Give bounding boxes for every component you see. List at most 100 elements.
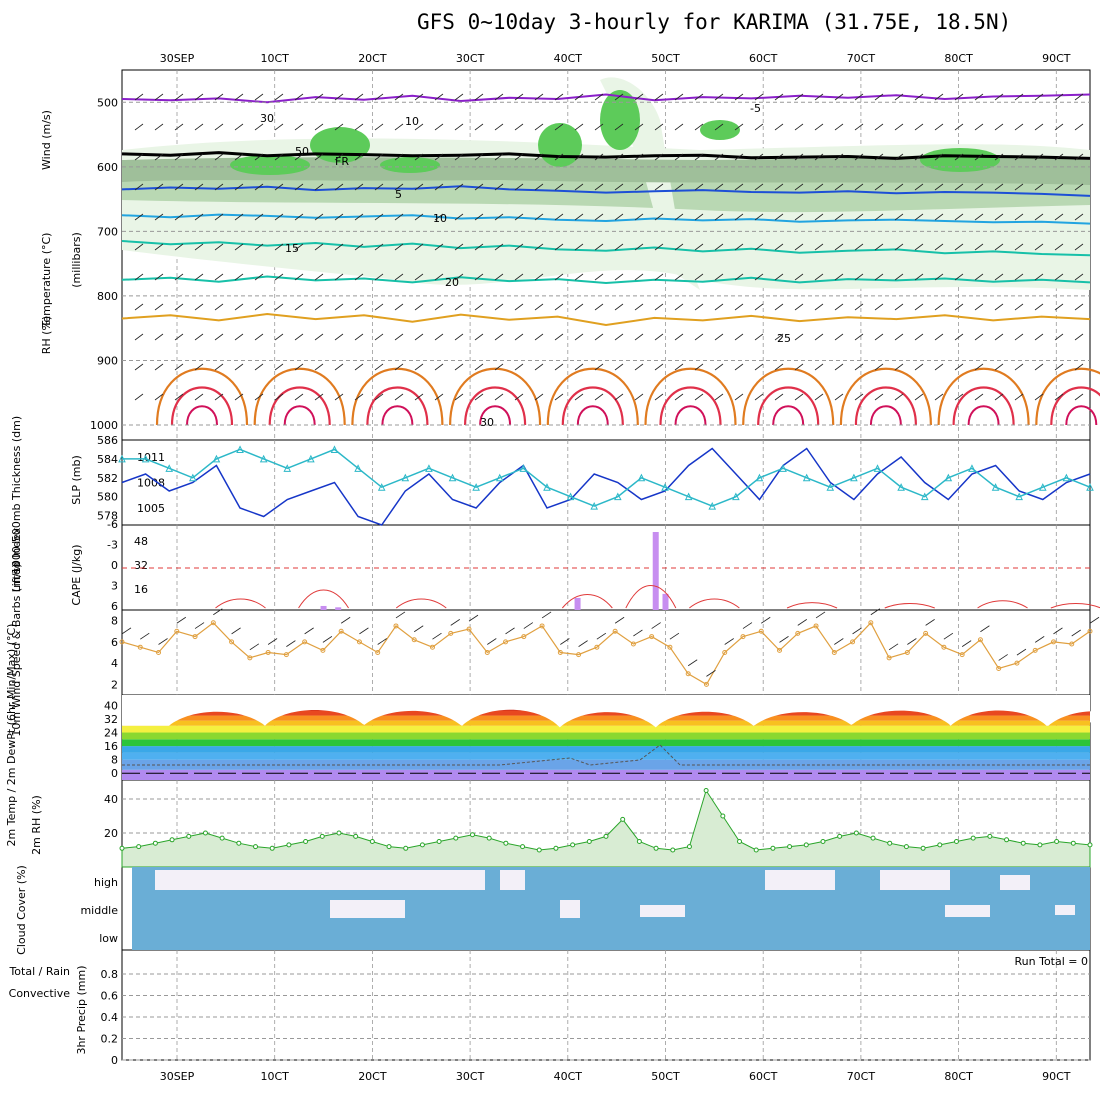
wind-barb — [934, 213, 944, 221]
wind-barb — [874, 333, 884, 341]
wind-barb — [934, 333, 944, 341]
slp-tick: 1005 — [137, 502, 165, 515]
isotherm-dome-orange — [351, 367, 444, 426]
wind-barb — [534, 393, 544, 401]
thickness-tick: 584 — [97, 453, 118, 466]
wind-barb — [294, 183, 304, 191]
wind-barb-10m — [414, 625, 424, 633]
wind-barb — [174, 303, 184, 311]
isotherm-dome-core — [381, 405, 414, 426]
rh-marker — [787, 844, 793, 850]
wind-barb — [994, 273, 1004, 281]
thickness-marker — [613, 492, 622, 501]
wind-barb — [794, 213, 804, 221]
wind-speed-marker — [229, 639, 235, 645]
wind-barb — [814, 303, 824, 311]
wind-barb — [814, 333, 824, 341]
wind-barb — [214, 183, 224, 191]
isotherm-dome-orange — [546, 367, 639, 426]
wind-barb — [154, 183, 164, 191]
wind-barb — [254, 93, 264, 101]
rh-marker — [319, 833, 325, 839]
wind-barb — [954, 303, 964, 311]
bottom-date-label: 10CT — [260, 1070, 289, 1083]
wind-speed-marker — [137, 644, 143, 650]
thickness-marker — [920, 492, 929, 501]
wind-barb — [1014, 243, 1024, 251]
cloud-gap-middle — [330, 900, 405, 918]
wind-barb — [954, 243, 964, 251]
top-date-label: 80CT — [944, 52, 973, 65]
wind-speed-marker — [594, 644, 600, 650]
wind-barb — [814, 243, 824, 251]
wind-barb-10m — [596, 632, 607, 640]
wind-barb — [354, 123, 364, 131]
wind-barb — [834, 183, 844, 191]
rh-marker — [453, 835, 459, 841]
wind-barb — [794, 333, 804, 341]
rh-marker — [586, 839, 592, 844]
rh-band-dark — [122, 157, 1090, 185]
wind-barb-10m — [852, 627, 862, 635]
wind-barb — [914, 213, 924, 221]
wind-barb — [214, 213, 224, 221]
temp-color-band — [122, 715, 1090, 721]
wind-barb — [314, 243, 324, 251]
rh-marker — [353, 833, 359, 839]
rh-tick: 40 — [104, 793, 118, 806]
wind-barb — [434, 183, 444, 191]
wind-tick: 2 — [111, 678, 118, 691]
isotherm-dome-orange — [644, 367, 737, 426]
wind-barb — [654, 393, 664, 401]
rh-contour-label: 10 — [405, 115, 419, 128]
wind-barb-10m — [523, 622, 534, 629]
wind-barb — [154, 333, 164, 341]
wind-barb — [414, 243, 424, 251]
wind-barb — [614, 153, 624, 161]
wind-barb — [554, 213, 564, 221]
wind-barb — [474, 183, 484, 191]
cloud-gap-middle — [640, 905, 685, 917]
wind-barb — [134, 333, 144, 341]
wind-speed-marker — [283, 652, 289, 658]
wind-barb — [514, 333, 524, 341]
cloud-level-label: low — [99, 932, 118, 945]
wind-barb — [1034, 183, 1044, 191]
wind-barb — [794, 303, 804, 311]
temp-color-band — [122, 710, 1090, 716]
wind-barb — [514, 243, 524, 251]
wind-barb — [414, 273, 424, 281]
thickness-marker — [472, 483, 480, 491]
wind-barb — [454, 273, 464, 281]
isotherm-dome-core — [772, 405, 805, 426]
li-bump — [884, 603, 935, 609]
isotherm-dome-red — [854, 386, 917, 426]
thickness-marker — [1062, 473, 1071, 482]
wind-barb — [134, 183, 144, 191]
rh-marker — [386, 844, 392, 850]
cape-bar — [652, 532, 659, 610]
wind-barb — [354, 303, 364, 311]
wind-barb-10m — [706, 670, 716, 677]
wind-barb-10m — [961, 640, 972, 647]
wind-barb — [434, 153, 444, 161]
wind-barb-10m — [1053, 627, 1063, 635]
wind-barb — [1034, 303, 1044, 311]
rh-marker — [837, 833, 843, 839]
wind-barb — [214, 153, 224, 161]
wind-barb — [334, 363, 344, 371]
precip-tick: 0 — [111, 1054, 118, 1067]
wind-speed-marker — [667, 644, 673, 650]
thickness-marker — [189, 473, 197, 482]
temp-axis-label: 2m Temp / 2m DewPt (6hr Min/Max) (°C) — [5, 624, 18, 847]
wind-barb — [154, 303, 164, 311]
wind-barb — [854, 363, 864, 371]
wind-barb — [834, 243, 844, 251]
wind-barb — [1034, 213, 1044, 221]
wind-barb-10m — [176, 616, 187, 624]
wind-barb — [174, 363, 184, 371]
rh-marker — [169, 837, 175, 843]
wind-speed-marker — [886, 655, 892, 661]
wind-barb — [374, 213, 384, 221]
rh-marker — [570, 842, 576, 848]
